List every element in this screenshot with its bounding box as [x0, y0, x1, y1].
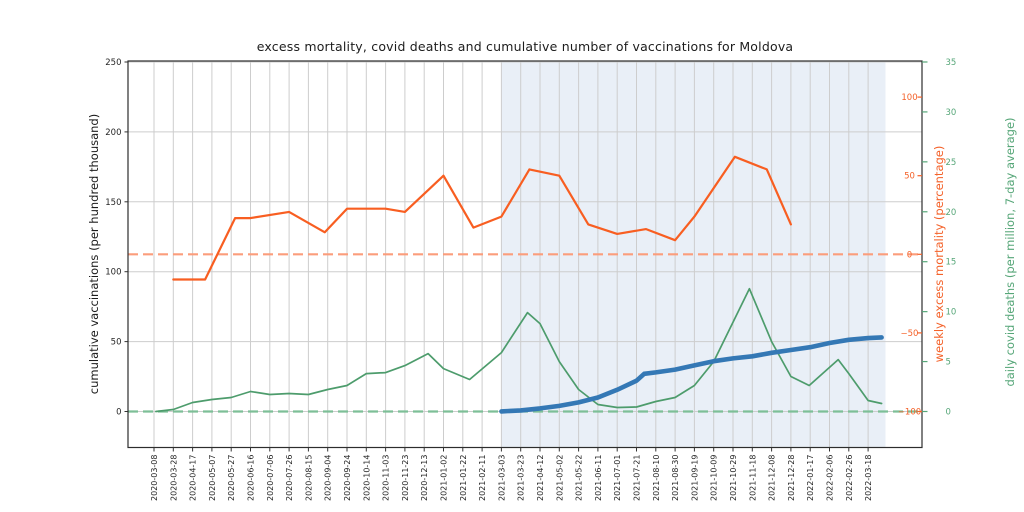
svg-text:50: 50 — [904, 172, 915, 182]
svg-text:2021-09-19: 2021-09-19 — [690, 455, 699, 502]
svg-text:2020-08-15: 2020-08-15 — [304, 455, 313, 502]
svg-text:35: 35 — [946, 58, 957, 68]
svg-text:30: 30 — [946, 108, 957, 118]
svg-text:2020-03-08: 2020-03-08 — [150, 455, 159, 502]
svg-text:2021-02-11: 2021-02-11 — [478, 454, 487, 501]
svg-text:2020-07-26: 2020-07-26 — [285, 455, 294, 502]
svg-text:2021-01-02: 2021-01-02 — [440, 455, 449, 502]
series-excess-mortality — [172, 155, 793, 281]
svg-text:2021-11-18: 2021-11-18 — [748, 455, 757, 502]
right-inner-axis-ticks: 100 50 0 −50 −100 — [898, 93, 922, 418]
svg-text:20: 20 — [946, 208, 957, 218]
left-axis-ticks: 0 50 100 150 200 250 — [105, 58, 128, 418]
chart-title: excess mortality, covid deaths and cumul… — [256, 39, 794, 54]
svg-text:2021-05-22: 2021-05-22 — [575, 455, 584, 502]
svg-text:25: 25 — [946, 158, 957, 168]
svg-text:100: 100 — [901, 93, 917, 103]
x-axis-ticks: 2020-03-08 2020-03-28 2020-04-17 2020-05-07… — [150, 447, 873, 502]
svg-text:150: 150 — [105, 198, 121, 208]
svg-text:2021-06-11: 2021-06-11 — [594, 455, 603, 502]
svg-text:2021-10-29: 2021-10-29 — [729, 455, 738, 502]
svg-text:15: 15 — [946, 258, 957, 268]
svg-text:−50: −50 — [901, 329, 919, 339]
right-outer-axis-ticks: 0 5 10 15 20 25 30 35 — [922, 58, 956, 418]
svg-text:250: 250 — [105, 58, 121, 68]
svg-text:200: 200 — [105, 128, 121, 138]
svg-text:2021-03-23: 2021-03-23 — [517, 455, 526, 502]
svg-text:2020-05-07: 2020-05-07 — [208, 455, 217, 502]
svg-text:2020-06-16: 2020-06-16 — [247, 455, 256, 502]
svg-text:5: 5 — [946, 358, 951, 368]
svg-text:2020-10-14: 2020-10-14 — [362, 455, 371, 502]
svg-text:0: 0 — [116, 408, 121, 418]
svg-text:2021-12-28: 2021-12-28 — [787, 455, 796, 502]
series-vaccinations — [499, 335, 884, 414]
svg-text:2020-09-04: 2020-09-04 — [324, 455, 333, 502]
svg-text:2021-01-22: 2021-01-22 — [459, 455, 468, 502]
svg-text:2021-12-08: 2021-12-08 — [768, 455, 777, 502]
svg-text:2021-04-12: 2021-04-12 — [536, 455, 545, 502]
covid-deaths-line — [155, 287, 883, 413]
svg-text:50: 50 — [111, 338, 122, 348]
svg-text:2020-05-27: 2020-05-27 — [227, 455, 236, 502]
svg-text:0: 0 — [907, 250, 912, 260]
svg-text:10: 10 — [946, 308, 957, 318]
svg-text:2022-02-26: 2022-02-26 — [845, 455, 854, 502]
svg-text:2020-11-23: 2020-11-23 — [401, 455, 410, 502]
svg-text:2020-11-03: 2020-11-03 — [382, 455, 391, 502]
svg-text:2021-03-03: 2021-03-03 — [497, 455, 506, 502]
svg-text:2021-08-10: 2021-08-10 — [652, 455, 661, 502]
svg-text:2021-05-02: 2021-05-02 — [555, 455, 564, 502]
svg-text:2021-07-21: 2021-07-21 — [633, 455, 642, 502]
svg-text:2020-09-24: 2020-09-24 — [343, 455, 352, 502]
svg-text:2020-04-17: 2020-04-17 — [189, 455, 198, 502]
svg-text:2021-10-09: 2021-10-09 — [710, 455, 719, 502]
series-covid-deaths — [155, 287, 883, 413]
svg-text:2021-08-30: 2021-08-30 — [671, 455, 680, 502]
svg-text:0: 0 — [946, 408, 951, 418]
svg-text:2020-07-06: 2020-07-06 — [266, 455, 275, 502]
svg-text:100: 100 — [105, 268, 121, 278]
svg-text:2021-07-01: 2021-07-01 — [613, 455, 622, 502]
excess-mortality-line — [172, 155, 793, 281]
svg-text:2020-03-28: 2020-03-28 — [169, 455, 178, 502]
svg-text:−100: −100 — [898, 408, 921, 418]
svg-text:2020-12-13: 2020-12-13 — [420, 455, 429, 502]
svg-text:2022-01-17: 2022-01-17 — [806, 455, 815, 502]
svg-text:2022-02-06: 2022-02-06 — [826, 455, 835, 502]
svg-text:2022-03-18: 2022-03-18 — [864, 455, 873, 502]
vaccinations-line — [499, 335, 884, 414]
